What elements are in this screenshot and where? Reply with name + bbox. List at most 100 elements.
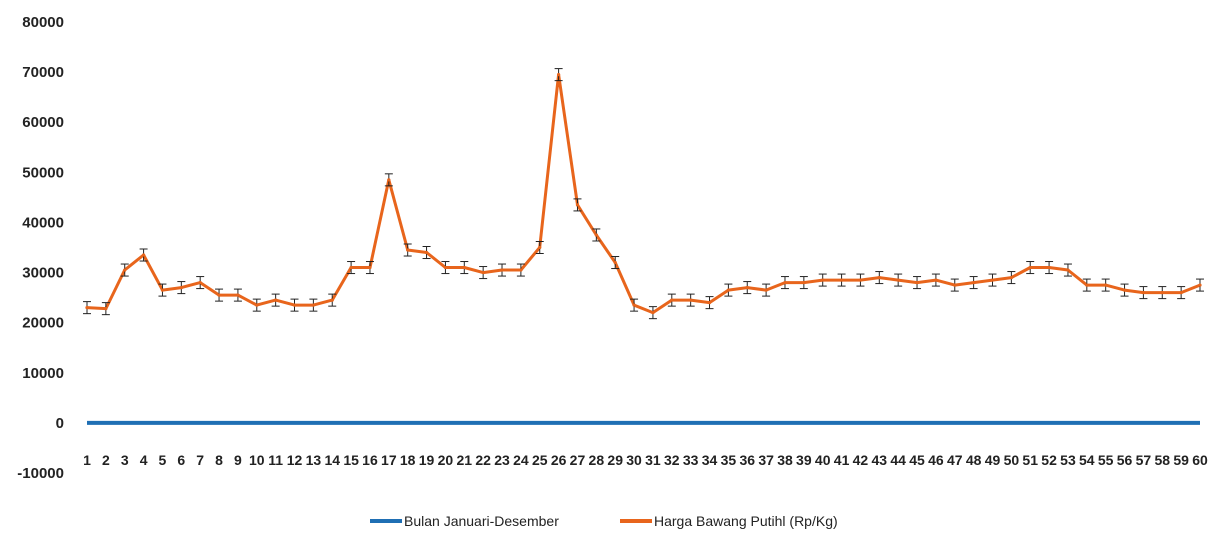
x-tick-label: 9: [234, 452, 242, 468]
x-tick-label: 37: [758, 452, 774, 468]
x-tick-label: 6: [177, 452, 185, 468]
x-tick-label: 47: [947, 452, 963, 468]
data-point: [1122, 288, 1127, 292]
x-tick-label: 58: [1154, 452, 1170, 468]
x-tick-label: 23: [494, 452, 510, 468]
x-tick-label: 39: [796, 452, 812, 468]
x-tick-label: 22: [475, 452, 491, 468]
data-point: [274, 298, 278, 302]
x-tick-label: 29: [607, 452, 623, 468]
data-point: [953, 283, 957, 287]
x-tick-label: 7: [196, 452, 204, 468]
data-point: [387, 178, 391, 182]
x-tick-label: 34: [702, 452, 718, 468]
data-point: [726, 288, 730, 292]
x-tick-label: 5: [159, 452, 167, 468]
data-point: [141, 253, 146, 257]
y-tick-label: 60000: [22, 114, 64, 131]
legend-label-harga: Harga Bawang Putihl (Rp/Kg): [654, 513, 838, 529]
x-tick-label: 16: [362, 452, 378, 468]
x-tick-label: 28: [589, 452, 605, 468]
data-point: [707, 301, 712, 305]
data-point: [236, 293, 240, 297]
y-tick-label: 20000: [22, 315, 64, 332]
x-tick-label: 49: [985, 452, 1001, 468]
data-point: [613, 260, 617, 265]
x-tick-label: 45: [909, 452, 925, 468]
data-point: [1047, 265, 1051, 270]
y-tick-label: 70000: [22, 64, 64, 81]
x-tick-label: 48: [966, 452, 982, 468]
data-point: [368, 265, 372, 270]
data-point: [123, 268, 127, 272]
x-tick-label: 55: [1098, 452, 1114, 468]
y-tick-label: 0: [56, 415, 64, 432]
x-tick-label: 13: [306, 452, 322, 468]
y-tick-label: -10000: [17, 465, 64, 482]
x-tick-label: 18: [400, 452, 416, 468]
x-tick-label: 57: [1136, 452, 1152, 468]
y-tick-label: 10000: [22, 365, 64, 382]
x-tick-label: 33: [683, 452, 699, 468]
data-point: [1028, 265, 1032, 270]
x-tick-label: 30: [626, 452, 642, 468]
data-point: [896, 278, 900, 282]
data-point: [990, 278, 995, 282]
x-tick-label: 41: [834, 452, 850, 468]
x-tick-label: 2: [102, 452, 110, 468]
x-tick-label: 24: [513, 452, 529, 468]
x-tick-label: 21: [456, 452, 472, 468]
x-tick-label: 20: [438, 452, 454, 468]
x-tick-label: 1: [83, 452, 91, 468]
data-point: [462, 265, 466, 270]
data-point: [1141, 291, 1146, 295]
x-tick-label: 44: [890, 452, 906, 468]
y-axis: -10000 0 10000 20000 30000 40000 50000 60000 700…: [17, 14, 64, 482]
data-point: [255, 303, 259, 307]
data-point: [1009, 275, 1013, 280]
x-tick-label: 38: [777, 452, 793, 468]
data-point: [745, 285, 749, 290]
x-tick-label: 3: [121, 452, 129, 468]
data-point: [424, 250, 429, 255]
data-point: [160, 288, 165, 292]
series-group: [83, 68, 1204, 425]
data-point: [1179, 291, 1183, 295]
data-point: [217, 293, 221, 297]
data-point: [1160, 291, 1164, 295]
x-tick-label: 60: [1192, 452, 1208, 468]
data-point: [858, 278, 863, 282]
data-point: [349, 265, 353, 270]
series-line-harga: [86, 73, 1201, 315]
data-point: [802, 280, 806, 285]
data-point: [972, 280, 976, 285]
data-point: [594, 233, 598, 237]
data-point: [670, 298, 674, 302]
x-axis: 1 2 3 4 5 6 7 8 9 10 11 12 13 14 15 16 17 18 19 20 21 22 23 24 2…: [83, 452, 1208, 468]
y-tick-label: 30000: [22, 265, 64, 282]
x-tick-label: 43: [872, 452, 888, 468]
x-tick-label: 46: [928, 452, 944, 468]
y-tick-label: 80000: [22, 14, 64, 31]
data-point: [1085, 283, 1089, 287]
data-point: [764, 288, 768, 292]
data-point: [481, 270, 485, 275]
data-point: [839, 278, 844, 282]
data-point: [179, 285, 183, 290]
data-point: [575, 203, 580, 207]
data-point: [292, 303, 297, 307]
data-point: [877, 275, 881, 280]
data-point: [1198, 283, 1202, 287]
y-tick-label: 40000: [22, 214, 64, 231]
data-point: [632, 303, 636, 307]
data-point: [783, 280, 787, 285]
x-tick-label: 59: [1173, 452, 1189, 468]
data-point: [915, 280, 919, 285]
x-tick-label: 54: [1079, 452, 1095, 468]
x-tick-label: 15: [343, 452, 359, 468]
x-tick-label: 36: [739, 452, 755, 468]
x-tick-label: 32: [664, 452, 680, 468]
x-tick-label: 53: [1060, 452, 1076, 468]
x-tick-label: 12: [287, 452, 303, 468]
